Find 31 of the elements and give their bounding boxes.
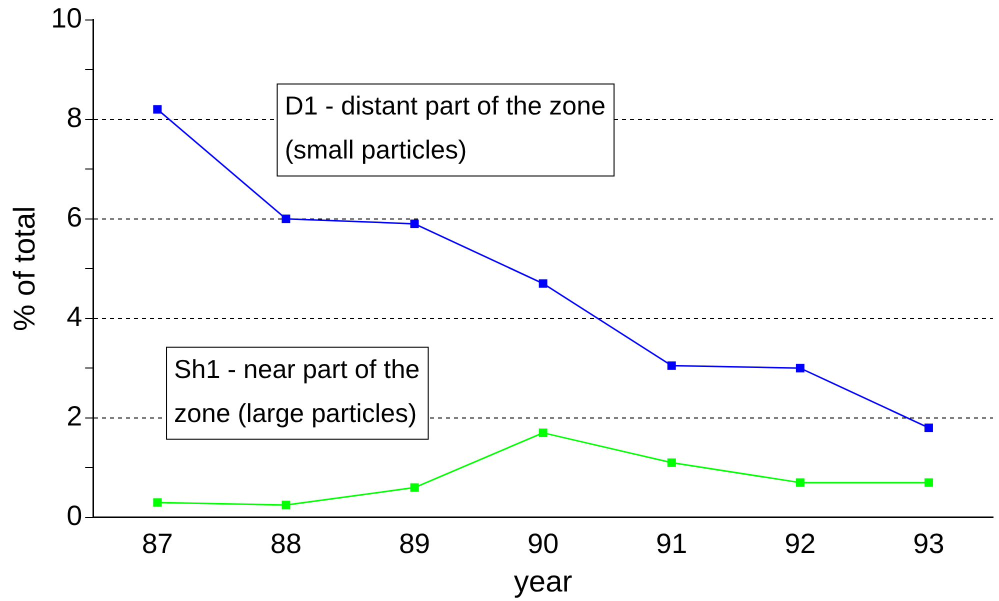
- y-axis-title: % of total: [8, 206, 42, 332]
- point: [410, 483, 419, 492]
- point: [282, 214, 290, 224]
- x-tick-label: 89: [398, 528, 430, 559]
- point: [924, 478, 933, 487]
- point: [796, 478, 804, 487]
- point: [667, 458, 676, 467]
- y-tick-label: 0: [66, 500, 82, 532]
- x-tick-label: 92: [784, 528, 816, 559]
- point: [153, 498, 162, 507]
- point: [410, 220, 419, 228]
- y-tick-label: 2: [66, 400, 82, 432]
- y-tick-label: 4: [66, 301, 82, 332]
- y-tick-label: 10: [50, 2, 82, 34]
- point: [538, 428, 548, 438]
- point: [153, 105, 162, 114]
- y-tick-label: 8: [66, 102, 82, 134]
- y-tick-label: 6: [66, 202, 82, 233]
- x-tick-label: 87: [142, 528, 173, 559]
- x-axis-title: year: [514, 565, 572, 598]
- point: [538, 279, 548, 288]
- text: Sh1 - near part of the zone (large particles): [174, 354, 420, 428]
- x-tick-label: 90: [527, 528, 559, 559]
- point: [796, 364, 804, 372]
- point: [667, 361, 676, 370]
- x-tick-label: 91: [656, 528, 688, 559]
- x-tick-label: 88: [270, 528, 302, 559]
- point: [282, 500, 290, 510]
- series-label: D1 - distant part of the zone (small particles): [284, 90, 606, 165]
- x-tick-label: 93: [913, 528, 944, 559]
- point: [924, 424, 933, 432]
